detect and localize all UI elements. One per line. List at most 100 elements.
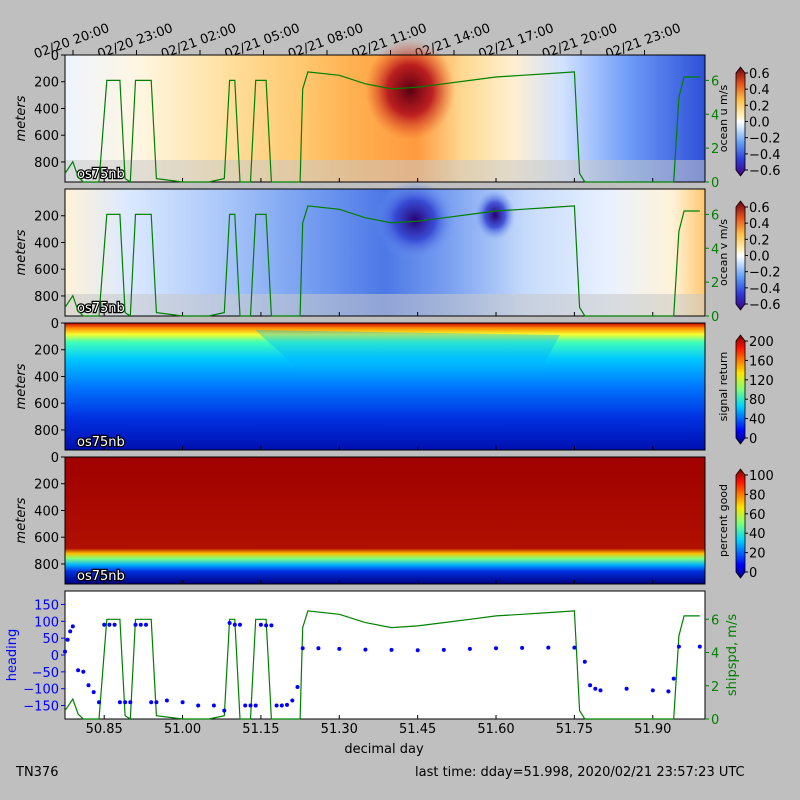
colorbar-tick-label: 0.2 [749, 233, 770, 248]
x-tick-label: 51.15 [242, 722, 279, 737]
colorbar-tick-label: 0.6 [749, 67, 770, 82]
heading-point [227, 621, 232, 625]
heading-point [441, 647, 446, 652]
speed-tick-label: 2 [711, 680, 719, 695]
colorbar-label: ocean u m/s [717, 85, 730, 153]
heading-point [253, 703, 258, 708]
heading-point [133, 622, 138, 627]
heading-point [164, 698, 169, 703]
y-tick-label: 600 [34, 129, 59, 144]
y-tick-label: 400 [34, 370, 59, 385]
signal-heatmap [65, 323, 705, 450]
heading-ylabel: heading [5, 629, 20, 682]
heading-point [68, 629, 73, 634]
y-tick-label: 800 [34, 424, 59, 439]
panel-heading: 150 100 50 0 −50 −100 −150 0 2 4 6 heading shipspd, … [5, 590, 740, 737]
right-tick-label: 0 [711, 310, 719, 325]
heading-point [154, 700, 159, 705]
colorbar-tick-label: 0.0 [749, 250, 770, 265]
colorbar-tick-label: 0 [749, 566, 757, 581]
heading-point [102, 622, 107, 627]
colorbar-tick-label: 80 [749, 393, 766, 408]
heading-point [269, 623, 274, 628]
heading-tick-label: −50 [32, 666, 59, 681]
colorbar-tick-label: 80 [749, 488, 766, 503]
colorbar [735, 200, 746, 311]
heading-point [117, 700, 122, 705]
y-tick-label: 400 [34, 504, 59, 519]
heading-point [238, 622, 242, 627]
heading-point [650, 688, 655, 693]
panel-frame [64, 54, 706, 183]
x-tick-label: 51.30 [321, 722, 358, 737]
speed-line [64, 610, 700, 721]
colorbar-tick-label: 120 [749, 374, 774, 389]
panel-tag: os75nb [77, 435, 125, 450]
heading-point [598, 688, 603, 693]
heading-tick-label: 50 [42, 632, 59, 647]
colorbar-tick-label: 0.4 [749, 217, 770, 232]
speed-ylabel: shipspd, m/s [725, 614, 740, 696]
heading-point [149, 700, 154, 705]
panel-tag: os75nb [77, 569, 125, 584]
speed-tick-label: 6 [711, 613, 719, 628]
x-tick-label: 51.45 [399, 722, 436, 737]
heading-point [112, 622, 117, 627]
heading-point [588, 683, 593, 688]
y-tick-label: 600 [34, 263, 59, 278]
x-tick-label: 51.75 [556, 722, 593, 737]
signal-shallow-feature [255, 330, 560, 370]
panel-frame [64, 322, 706, 451]
heading-point [144, 622, 148, 627]
colorbar-tick-label: −0.6 [749, 298, 781, 313]
heading-point [572, 645, 577, 650]
heading-point [65, 637, 70, 642]
y-tick-label: 600 [34, 397, 59, 412]
panel-tag: os75nb [77, 301, 125, 316]
colorbar-tick-label: −0.6 [749, 164, 781, 179]
colorbar-tick-label: 200 [749, 335, 774, 350]
right-tick-label: 4 [711, 108, 719, 123]
colorbar-tick-label: 20 [749, 547, 766, 562]
heading-point [363, 647, 368, 652]
heading-point [81, 669, 86, 674]
heading-point [196, 703, 201, 708]
heading-point [248, 703, 253, 708]
colorbar-label: percent good [717, 484, 730, 557]
heading-point [671, 676, 676, 681]
heading-point [666, 689, 671, 694]
colorbar-tick-label: 0.6 [749, 201, 770, 216]
colorbar [735, 468, 746, 579]
heading-point [86, 683, 91, 688]
heading-point [624, 686, 629, 691]
heading-point [123, 700, 128, 705]
colorbar [735, 66, 746, 177]
colorbar-tick-label: −0.4 [749, 148, 781, 163]
heading-point [285, 702, 289, 707]
heading-point [63, 649, 67, 654]
colorbar-tick-label: −0.2 [749, 132, 781, 147]
panel-frame [64, 456, 706, 585]
heading-point [211, 703, 216, 708]
colorbar-tick-label: 0.0 [749, 116, 770, 131]
last-time-label: last time: dday=51.998, 2020/02/21 23:57… [415, 765, 745, 780]
y-tick-label: 0 [51, 317, 59, 332]
heading-point [258, 622, 263, 627]
x-tick-label: 51.60 [477, 722, 514, 737]
heading-point [279, 703, 284, 708]
y-tick-label: 0 [51, 451, 59, 466]
panel-ylabel: meters [14, 363, 29, 409]
heading-tick-label: 100 [34, 615, 59, 630]
heading-point [180, 700, 185, 705]
y-tick-label: 200 [34, 478, 59, 493]
y-tick-label: 0 [51, 49, 59, 64]
heading-point [520, 645, 525, 650]
panel-percent-good [65, 457, 705, 584]
colorbar [735, 334, 746, 445]
heading-point [274, 703, 279, 708]
heading-point [290, 698, 295, 703]
heading-point [264, 623, 269, 628]
heading-point [107, 622, 112, 627]
heading-point [494, 646, 498, 651]
